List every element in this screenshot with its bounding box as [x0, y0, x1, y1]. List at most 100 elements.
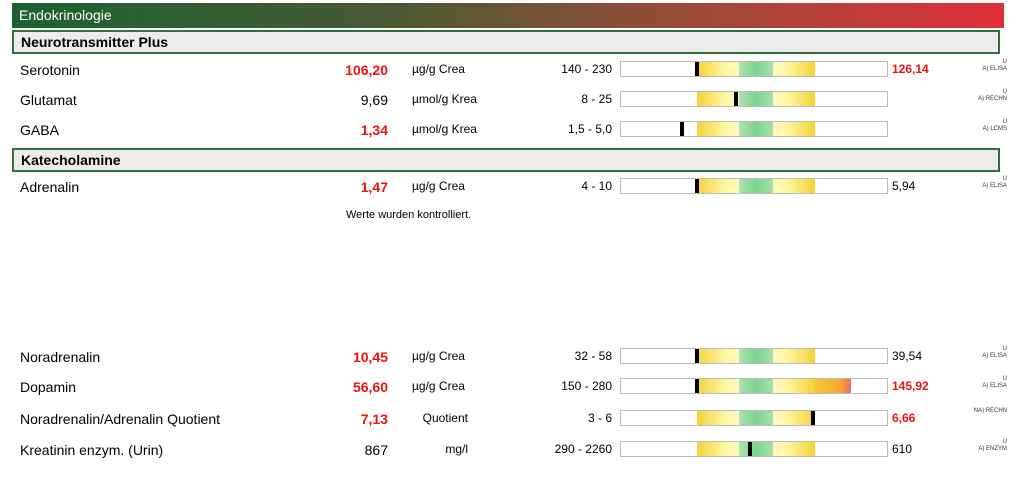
result-unit: mg/l — [445, 442, 468, 456]
result-value: 106,20 — [345, 62, 388, 78]
value-marker — [695, 179, 699, 193]
bar-zone-low — [697, 92, 739, 106]
bar-zone-high — [773, 411, 815, 425]
bar-zone-high — [773, 442, 815, 456]
result-unit: µmol/g Krea — [412, 122, 477, 136]
result-unit: µg/g Crea — [412, 379, 465, 393]
reference-range: 290 - 2260 — [554, 442, 612, 456]
bar-zone-low — [697, 62, 739, 76]
result-row: GABA 1,34 µmol/g Krea 1,5 - 5,0 U A) LCMS — [0, 119, 1024, 141]
analyte-name: Dopamin — [20, 379, 77, 395]
bar-zone-normal — [739, 179, 773, 193]
category-header: Endokrinologie — [12, 3, 1004, 28]
sample-type: U — [1002, 376, 1007, 382]
result-row: Glutamat 9,69 µmol/g Krea 8 - 25 U A) RECHN — [0, 89, 1024, 111]
bar-zone-low — [697, 411, 739, 425]
method-label: U A) ELISA — [982, 59, 1007, 73]
analyte-name: Glutamat — [20, 92, 77, 108]
result-unit: µg/g Crea — [412, 349, 465, 363]
bar-zone-low — [697, 379, 739, 393]
value-marker — [733, 92, 738, 106]
bar-zone-over — [815, 379, 851, 393]
value-marker — [695, 62, 699, 76]
result-unit: µg/g Crea — [412, 62, 465, 76]
method-name: A) LCMS — [982, 126, 1007, 132]
bar-zone-normal — [739, 122, 773, 136]
method-label: U A) RECHN — [978, 89, 1007, 103]
value-marker — [810, 411, 815, 425]
sample-type: U — [1002, 176, 1007, 182]
reference-range: 4 - 10 — [581, 179, 612, 193]
method-name: A) ELISA — [982, 66, 1007, 72]
reference-bar — [620, 441, 888, 457]
result-row: Noradrenalin 10,45 µg/g Crea 32 - 58 39,54 U A… — [0, 346, 1024, 368]
reference-bar — [620, 178, 888, 194]
result-unit: µmol/g Krea — [412, 92, 477, 106]
method-label: U A) ENZYM — [978, 439, 1007, 453]
previous-value: 610 — [892, 442, 913, 456]
method-label: U A) ELISA — [982, 176, 1007, 190]
reference-bar — [620, 410, 888, 426]
reference-bar — [620, 61, 888, 77]
previous-value: 39,54 — [892, 349, 923, 363]
bar-zone-low — [697, 349, 739, 363]
method-label: U A) ELISA — [982, 346, 1007, 360]
previous-value: 145,92 — [892, 379, 929, 393]
method-name: A) ELISA — [982, 183, 1007, 189]
method-label: NA) RECHN — [974, 408, 1007, 415]
bar-zone-normal — [739, 411, 773, 425]
reference-bar — [620, 348, 888, 364]
sample-type: U — [1002, 346, 1007, 352]
result-row: Serotonin 106,20 µg/g Crea 140 - 230 126,14 U… — [0, 59, 1024, 81]
result-value: 867 — [364, 442, 388, 458]
result-row: Kreatinin enzym. (Urin) 867 mg/l 290 - 2260… — [0, 439, 1024, 461]
reference-range: 3 - 6 — [587, 411, 612, 425]
sample-type: U — [1002, 59, 1007, 65]
reference-range: 150 - 280 — [561, 379, 612, 393]
value-marker — [748, 442, 753, 456]
analyte-name: Noradrenalin — [20, 349, 101, 365]
section-title: Katecholamine — [21, 152, 121, 168]
method-name: A) ELISA — [982, 353, 1007, 359]
verification-note: Werte wurden kontrolliert. — [346, 209, 472, 221]
sample-type: U — [1002, 439, 1007, 445]
analyte-name: Serotonin — [20, 62, 80, 78]
result-value: 56,60 — [352, 379, 388, 395]
method-name: A) RECHN — [977, 96, 1007, 102]
previous-value: 5,94 — [892, 179, 916, 193]
method-label: U A) ELISA — [982, 376, 1007, 390]
result-row: Adrenalin 1,47 µg/g Crea 4 - 10 5,94 U A) ELIS… — [0, 176, 1024, 198]
bar-zone-high — [773, 379, 815, 393]
reference-range: 140 - 230 — [561, 62, 612, 76]
bar-zone-high — [773, 349, 815, 363]
result-unit: Quotient — [422, 411, 468, 425]
result-value: 7,13 — [360, 411, 388, 427]
category-title: Endokrinologie — [19, 7, 112, 23]
value-marker — [679, 122, 684, 136]
reference-range: 8 - 25 — [581, 92, 612, 106]
analyte-name: Adrenalin — [20, 179, 80, 195]
analyte-name: Kreatinin enzym. (Urin) — [20, 442, 164, 458]
bar-zone-normal — [739, 62, 773, 76]
sample-type: U — [1002, 119, 1007, 125]
bar-zone-normal — [739, 442, 773, 456]
reference-bar — [620, 121, 888, 137]
bar-zone-normal — [739, 92, 773, 106]
result-row: Dopamin 56,60 µg/g Crea 150 - 280 145,92 U A) … — [0, 376, 1024, 398]
section-header: Katecholamine — [12, 148, 1000, 172]
bar-zone-high — [773, 179, 815, 193]
value-marker — [695, 349, 699, 363]
bar-zone-high — [773, 92, 815, 106]
previous-value: 6,66 — [892, 411, 916, 425]
result-value: 10,45 — [352, 349, 388, 365]
reference-bar — [620, 91, 888, 107]
value-marker — [695, 379, 699, 393]
method-name: A) ELISA — [982, 383, 1007, 389]
method-name: A) ENZYM — [978, 446, 1007, 452]
method-label: U A) LCMS — [983, 119, 1007, 133]
section-header: Neurotransmitter Plus — [12, 30, 1000, 54]
analyte-name: GABA — [20, 122, 59, 138]
result-value: 9,69 — [360, 92, 388, 108]
section-title: Neurotransmitter Plus — [21, 34, 169, 50]
